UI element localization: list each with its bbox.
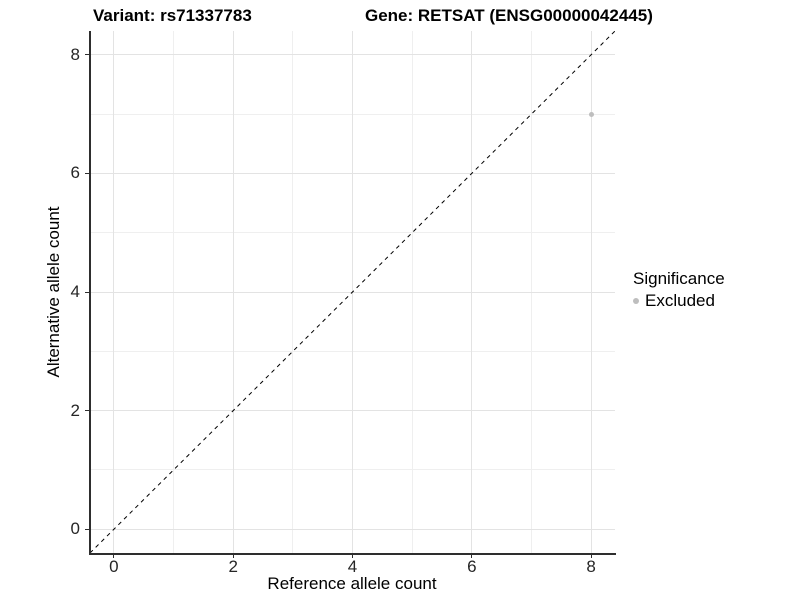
legend-item: Excluded xyxy=(633,291,725,310)
y-axis-tick-label: 2 xyxy=(70,400,80,420)
major-gridline-vertical xyxy=(471,31,473,553)
legend-item-label: Excluded xyxy=(645,291,715,310)
identity-reference-line xyxy=(90,31,615,553)
x-axis-tick-label: 2 xyxy=(228,557,238,576)
legend-title: Significance xyxy=(633,269,725,288)
y-axis-tick-label: 4 xyxy=(70,282,80,301)
x-axis-tick-label: 6 xyxy=(467,557,477,576)
major-gridline-vertical xyxy=(590,31,592,553)
y-axis-tick-label: 6 xyxy=(70,163,80,183)
legend-items: Excluded xyxy=(633,291,725,310)
x-axis-label: Reference allele count xyxy=(267,574,437,593)
x-axis-tick xyxy=(232,553,234,558)
x-axis-tick-label: 4 xyxy=(347,557,358,576)
x-axis-tick xyxy=(352,553,353,558)
major-gridline-horizontal xyxy=(90,54,615,56)
x-axis-tick-label: 0 xyxy=(109,557,119,576)
legend-key-dot-icon xyxy=(633,297,639,304)
plot-title-variant: Variant: rs71337783 xyxy=(93,6,252,25)
legend: Significance Excluded xyxy=(633,269,725,310)
y-axis-tick xyxy=(85,172,90,174)
major-gridline-horizontal xyxy=(90,172,615,174)
x-axis-tick-label: 8 xyxy=(586,557,596,576)
y-axis-tick-label: 0 xyxy=(70,519,80,539)
plot-panel xyxy=(90,31,615,553)
y-axis-tick xyxy=(85,410,90,412)
y-axis-line xyxy=(89,31,91,554)
x-axis-tick xyxy=(471,553,473,558)
x-axis-tick xyxy=(590,553,592,558)
x-axis-tick xyxy=(113,553,115,558)
y-axis-tick xyxy=(85,54,90,56)
y-axis-tick xyxy=(85,291,90,293)
y-axis-tick-label: 8 xyxy=(70,44,80,64)
plot-title-gene: Gene: RETSAT (ENSG00000042445) xyxy=(365,6,653,25)
y-axis-tick xyxy=(85,528,90,530)
data-point xyxy=(588,111,594,117)
